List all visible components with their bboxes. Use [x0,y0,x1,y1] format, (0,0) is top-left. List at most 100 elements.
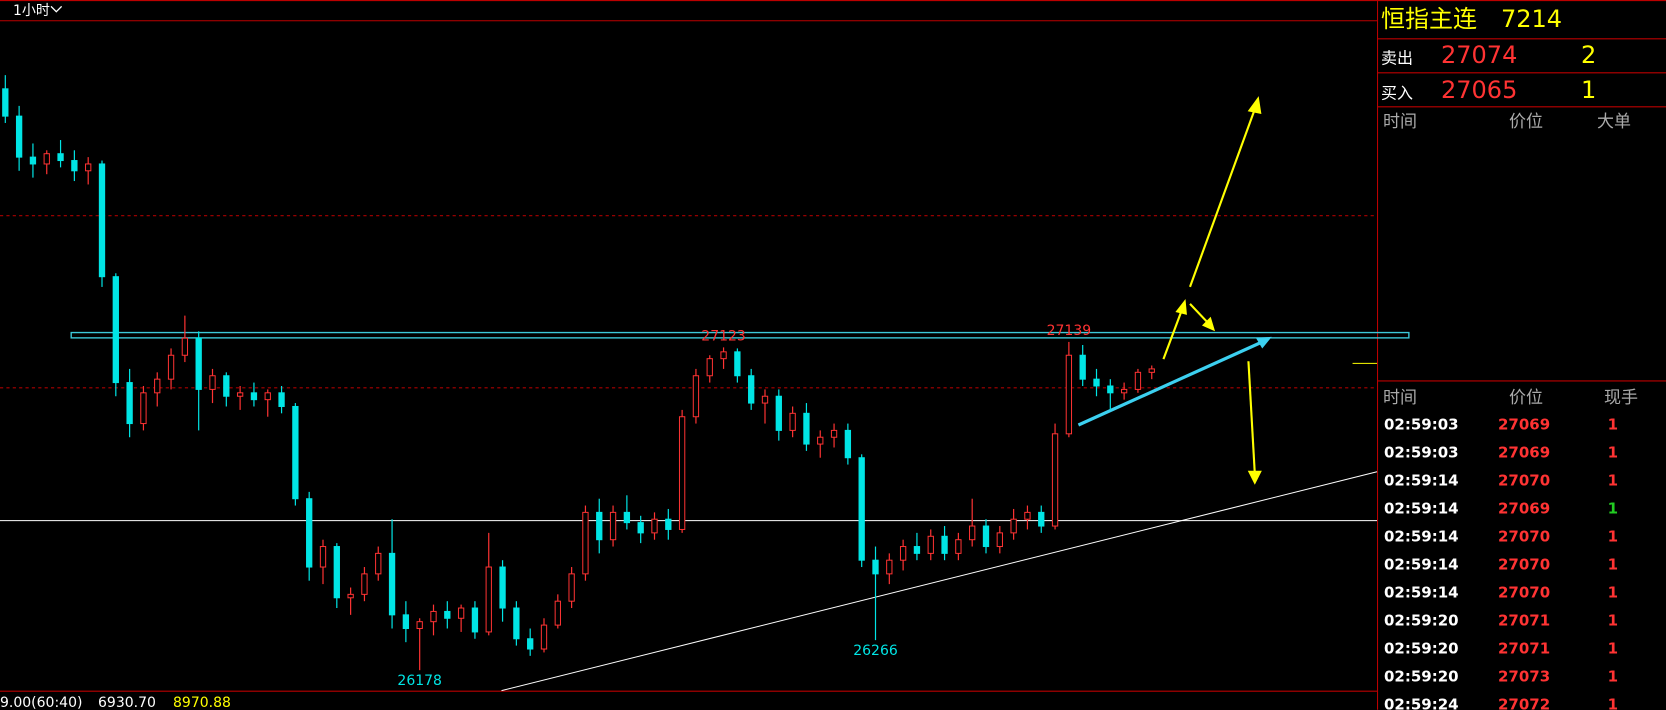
candle-body [209,375,216,390]
candle-body [637,522,644,534]
trade-time: 02:59:03 [1384,444,1459,462]
ask-price: 27074 [1441,41,1517,69]
trade-price: 27073 [1498,668,1550,686]
candle-body [748,375,755,404]
header: 价位 [1509,112,1543,132]
candle-body [333,546,340,599]
header: 时间 [1383,112,1417,132]
candle-body [181,337,189,356]
bid-volume: 1 [1581,76,1596,104]
trade-volume: 1 [1608,500,1618,518]
candle-body [982,525,990,548]
trade-price: 27071 [1498,612,1550,630]
candle-body [1065,354,1073,435]
contract-code: 7214 [1501,5,1562,33]
trade-price: 27069 [1498,500,1550,518]
resistance-band [70,331,1410,339]
extreme-label: 26266 [853,643,898,659]
candle-body [761,395,769,404]
trade-volume: 1 [1608,668,1618,686]
candle-body [913,546,921,554]
extreme-label: 27139 [1047,323,1092,339]
candle-body [250,392,258,401]
candle-body [126,382,133,425]
arrow-small [1162,307,1184,360]
candle-body [71,160,78,172]
candle-body [899,546,907,561]
candle-body [347,593,354,599]
trade-time: 02:59:20 [1384,668,1459,686]
extreme-label: 26178 [397,673,442,689]
candle-body [1093,378,1100,387]
trade-time: 02:59:14 [1384,472,1459,490]
candle-body [388,552,396,616]
footer-value: 6930.70 [98,695,156,710]
candle-body [568,573,575,602]
period-selector[interactable]: 1小时 [13,3,50,19]
candle-body [872,559,879,575]
footer-ratio: 9.00(60:40) [0,695,82,710]
candle-body [775,395,782,431]
trade-price: 27070 [1498,472,1550,490]
candle-body [1134,371,1142,390]
trade-price: 27071 [1498,640,1550,658]
yellow-arrows [1162,96,1377,485]
trade-price: 27069 [1498,444,1550,462]
trade-time: 02:59:20 [1384,640,1459,658]
trade-time: 02:59:14 [1384,556,1459,574]
trade-volume: 1 [1608,584,1618,602]
trade-volume: 1 [1608,612,1618,630]
candle-body [223,375,230,397]
candle-body [140,392,147,425]
trade-volume: 1 [1608,416,1618,434]
candle-body [444,610,451,619]
candle-body [692,375,700,418]
dropdown-icon[interactable] [50,5,63,13]
candle-body [817,436,824,445]
arrow-head [1247,96,1262,114]
candle-body [803,412,810,445]
candle-body [554,600,561,626]
trade-time: 02:59:20 [1384,612,1459,630]
trade-volume: 1 [1608,444,1618,462]
candle-body [2,88,9,117]
header: 大单 [1597,112,1631,132]
candle-body [596,511,603,541]
candle-body [706,358,713,377]
candle-body [471,607,479,633]
header: 价位 [1509,388,1543,408]
contract-name: 恒指主连 [1381,5,1477,33]
candle-body [996,532,1003,548]
candle-body [969,525,976,541]
candle-body [665,518,672,530]
candle-body [830,429,838,438]
trade-time: 02:59:24 [1384,696,1459,710]
candle-body [1107,385,1114,394]
candle-body [29,156,37,165]
ask-label: 卖出 [1381,49,1413,68]
trade-price: 27070 [1498,584,1550,602]
candle-body [734,351,741,377]
extreme-label: 27123 [701,328,746,344]
trend-line [501,471,1378,692]
candle-body [112,276,119,384]
candle-body [485,566,492,633]
candle-body [195,337,202,390]
candle-body [886,559,893,575]
arrow-head [1247,470,1262,485]
header: 时间 [1383,388,1417,408]
candle-body [402,614,410,630]
candle-body [609,511,617,541]
trade-time: 02:59:14 [1384,500,1459,518]
candle-body [457,607,465,619]
candle-body [499,566,506,609]
arrow-head [1255,336,1272,349]
arrow-up [1189,105,1257,288]
trade-time: 02:59:14 [1384,584,1459,602]
candle-body [540,624,548,650]
candle-body [1079,354,1086,380]
candle-body [651,518,658,534]
footer-value: 8970.88 [173,695,231,710]
trade-price: 27070 [1498,556,1550,574]
